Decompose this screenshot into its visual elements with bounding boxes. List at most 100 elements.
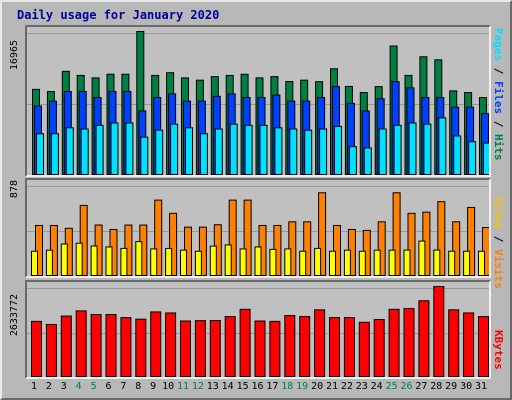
kbytes-bar — [463, 312, 475, 377]
kbytes-bar — [373, 319, 385, 377]
day-tick-label: 5 — [90, 381, 97, 392]
sites-bar — [45, 249, 53, 276]
visits-sites-panel — [25, 178, 491, 278]
kbytes-bar — [418, 300, 430, 377]
day-tick-label: 25 — [385, 381, 398, 392]
kbytes-bar — [448, 309, 460, 377]
kbytes-bar — [433, 286, 445, 377]
kbytes-bar — [120, 317, 132, 377]
pages-bar — [393, 124, 402, 175]
visits-bar — [318, 192, 327, 276]
sites-bar — [269, 248, 277, 276]
kbytes-bar — [269, 320, 281, 377]
kbytes-bar — [299, 316, 311, 377]
legend-files: Files — [492, 81, 505, 115]
pages-bar — [155, 129, 164, 175]
sites-bar — [403, 249, 411, 276]
visits-bar — [333, 224, 341, 276]
sites-bar — [314, 247, 322, 276]
pages-bar — [185, 127, 193, 175]
kbytes-bar — [403, 307, 415, 377]
day-tick-label: 13 — [206, 381, 219, 392]
bot-panel-max-label: 2633772 — [9, 294, 20, 337]
visits-bar — [35, 224, 43, 276]
visits-bar — [467, 206, 476, 276]
kbytes-bar — [90, 314, 102, 377]
pages-bar — [50, 133, 59, 175]
visits-bar — [377, 221, 386, 276]
top-panel-max-label: 16965 — [9, 40, 20, 71]
pages-bar — [468, 141, 477, 175]
sites-bar — [388, 249, 396, 276]
sites-bar — [284, 248, 292, 276]
kbytes-bar — [209, 320, 221, 377]
pages-bar — [438, 117, 447, 175]
pages-bar — [229, 123, 238, 175]
bot-panel-legend: KBytes — [492, 330, 505, 370]
sites-bar — [209, 245, 217, 276]
legend-pages: Pages — [492, 28, 505, 62]
day-tick-label: 24 — [370, 381, 383, 392]
visits-bar — [228, 199, 237, 276]
sites-bar — [343, 249, 351, 276]
mid-panel-max-label: 878 — [9, 180, 20, 199]
kbytes-bar — [105, 314, 117, 377]
sites-bar — [418, 240, 426, 276]
day-tick-label: 9 — [150, 381, 157, 392]
pages-bar — [348, 146, 357, 175]
legend-visits: Visits — [492, 249, 505, 289]
chart-title: Daily usage for January 2020 — [17, 8, 220, 22]
pages-bar — [378, 128, 387, 175]
pages-bar — [199, 133, 208, 175]
kbytes-bar — [180, 320, 191, 377]
pages-bar — [408, 122, 417, 175]
day-tick-label: 6 — [105, 381, 112, 392]
day-tick-label: 7 — [120, 381, 127, 392]
day-tick-label: 31 — [474, 381, 488, 392]
kbytes-bar — [224, 316, 236, 377]
sites-bar — [60, 243, 68, 276]
kbytes-bar — [194, 320, 206, 377]
sites-bar — [254, 246, 262, 276]
pages-bar — [110, 122, 119, 175]
kbytes-bar — [388, 308, 400, 377]
sites-bar — [90, 245, 98, 276]
pages-bar — [483, 142, 489, 175]
day-tick-label: 26 — [400, 381, 413, 392]
sites-bar — [239, 248, 247, 276]
sites-bar — [329, 250, 336, 276]
visits-bar — [303, 221, 312, 276]
kbytes-bar — [358, 321, 370, 377]
sites-bar — [180, 249, 187, 276]
kbytes-bar — [254, 320, 266, 377]
sites-bar — [120, 247, 128, 276]
legend-separator: / — [492, 61, 505, 81]
pages-bar — [214, 128, 223, 175]
day-tick-label: 1 — [30, 381, 38, 392]
visits-bar — [79, 204, 88, 276]
visits-bar — [243, 199, 252, 276]
legend-kbytes: KBytes — [492, 330, 505, 370]
sites-bar — [448, 250, 456, 276]
sites-bar — [463, 250, 471, 276]
pages-bar — [80, 128, 89, 175]
mid-panel-legend: Sites / Visits — [492, 196, 505, 289]
day-tick-label: 30 — [460, 381, 473, 392]
hits-files-pages-panel — [25, 25, 491, 177]
pages-bar — [95, 124, 104, 175]
visits-bar — [154, 199, 163, 276]
legend-sites: Sites — [492, 196, 505, 230]
day-tick-label: 18 — [281, 381, 294, 392]
kbytes-bar — [343, 317, 355, 377]
pages-bar — [274, 127, 283, 175]
hits-files-pages-plot — [27, 31, 489, 175]
pages-bar — [304, 129, 313, 175]
kbytes-bar — [165, 312, 177, 377]
day-tick-label: 23 — [355, 381, 368, 392]
kbytes-panel — [25, 280, 491, 379]
day-tick-label: 20 — [311, 381, 324, 392]
day-tick-label: 27 — [415, 381, 428, 392]
visits-bar — [437, 201, 446, 276]
day-tick-label: 11 — [176, 381, 190, 392]
